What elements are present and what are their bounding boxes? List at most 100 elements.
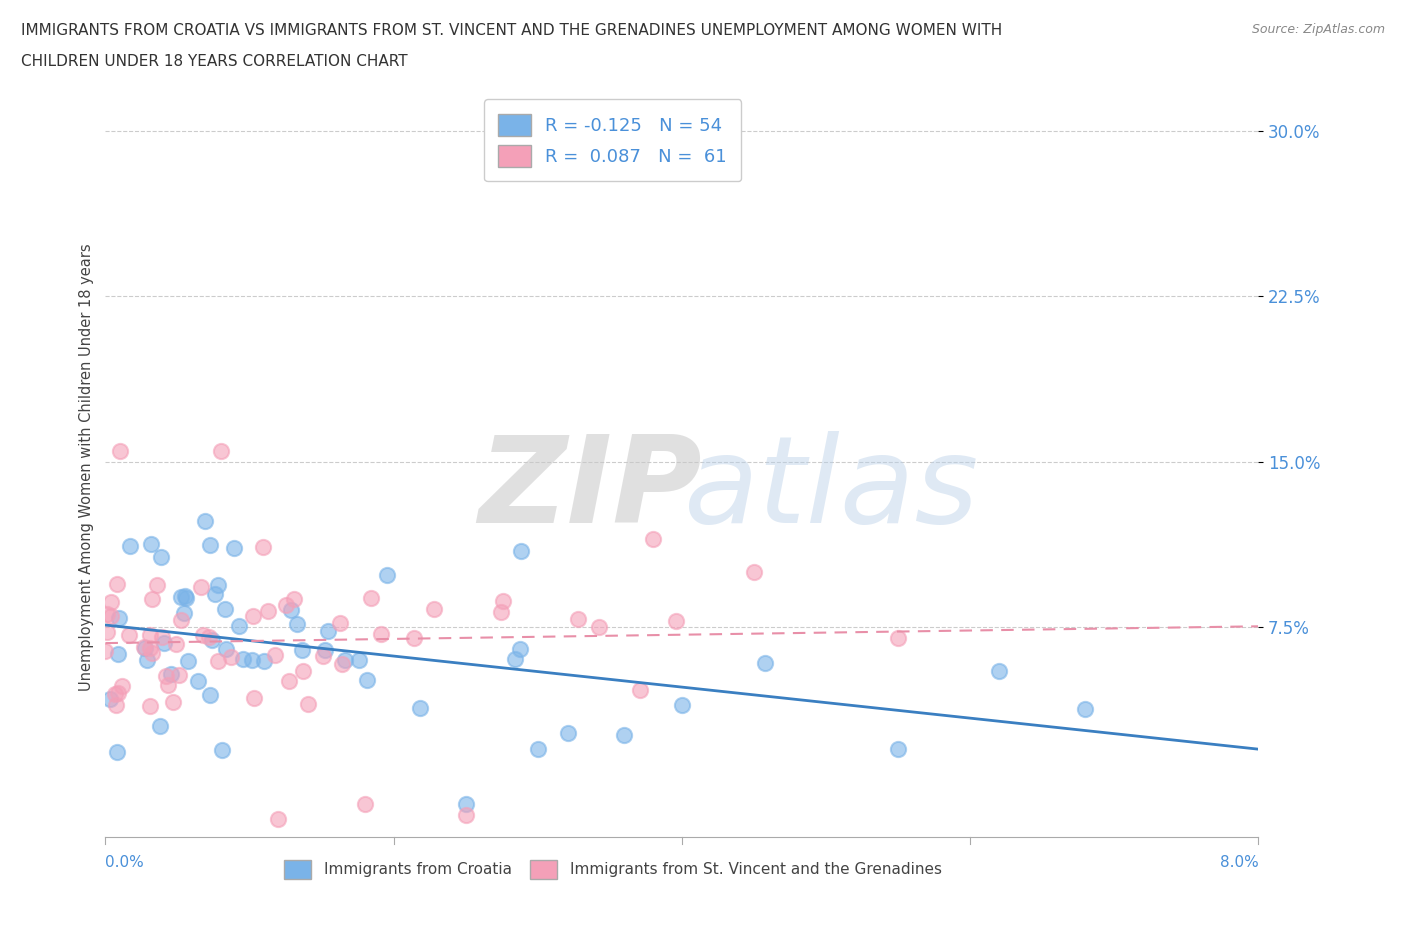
Point [111,679,134,694]
Point [628,682,651,697]
Point [509,642,531,657]
Point [1074,701,1097,716]
Point [280,603,302,618]
Point [150,630,173,644]
Text: 0.0%: 0.0% [105,855,145,870]
Point [100,608,122,623]
Point [211,743,233,758]
Point [312,649,335,664]
Point [141,591,163,606]
Point [887,631,910,645]
Point [526,741,548,756]
Point [194,513,217,528]
Point [297,697,319,711]
Text: CHILDREN UNDER 18 YEARS CORRELATION CHART: CHILDREN UNDER 18 YEARS CORRELATION CHAR… [21,54,408,69]
Point [207,654,229,669]
Point [170,612,193,627]
Point [209,444,232,458]
Point [370,627,392,642]
Point [314,643,336,658]
Point [988,664,1011,679]
Point [510,544,533,559]
Point [354,796,377,811]
Point [278,674,301,689]
Point [330,657,353,671]
Point [107,646,129,661]
Point [105,745,128,760]
Point [162,694,184,709]
Point [291,664,314,679]
Point [204,587,226,602]
Point [191,628,214,643]
Point [588,619,610,634]
Point [94,644,117,658]
Point [641,532,665,547]
Point [267,812,290,827]
Point [232,651,254,666]
Point [253,654,276,669]
Point [96,607,118,622]
Point [557,725,579,740]
Point [360,591,382,605]
Point [274,598,297,613]
Point [207,578,229,592]
Point [118,628,141,643]
Point [134,641,156,656]
Point [402,631,425,645]
Text: IMMIGRANTS FROM CROATIA VS IMMIGRANTS FROM ST. VINCENT AND THE GRENADINES UNEMPL: IMMIGRANTS FROM CROATIA VS IMMIGRANTS FR… [21,23,1002,38]
Point [257,604,280,618]
Point [754,656,776,671]
Point [96,625,118,640]
Point [887,741,910,756]
Point [422,602,444,617]
Point [214,602,236,617]
Point [613,727,636,742]
Point [187,673,209,688]
Point [356,673,378,688]
Point [503,652,526,667]
Point [173,605,195,620]
Point [108,444,131,458]
Point [215,641,238,656]
Point [335,653,357,668]
Point [316,624,339,639]
Legend: Immigrants from Croatia, Immigrants from St. Vincent and the Grenadines: Immigrants from Croatia, Immigrants from… [278,854,948,884]
Point [139,641,162,656]
Point [150,550,173,565]
Point [100,594,122,609]
Point [243,691,266,706]
Point [567,611,589,626]
Y-axis label: Unemployment Among Women with Children Under 18 years: Unemployment Among Women with Children U… [79,244,94,691]
Point [665,614,688,629]
Point [201,633,224,648]
Point [139,537,162,551]
Point [454,796,477,811]
Point [228,618,250,633]
Point [454,807,477,822]
Point [291,643,314,658]
Text: atlas: atlas [685,431,980,548]
Point [742,565,765,579]
Point [375,568,398,583]
Point [492,593,515,608]
Point [671,698,693,712]
Point [329,616,352,631]
Point [136,653,159,668]
Point [252,539,274,554]
Point [146,577,169,591]
Point [170,590,193,604]
Text: ZIP: ZIP [478,431,702,548]
Point [120,539,142,554]
Point [104,687,127,702]
Point [221,650,243,665]
Point [105,577,128,591]
Point [108,611,131,626]
Point [139,627,162,642]
Point [105,698,128,712]
Point [134,640,156,655]
Point [159,667,181,682]
Point [155,669,177,684]
Point [263,648,285,663]
Point [177,654,200,669]
Point [347,652,370,667]
